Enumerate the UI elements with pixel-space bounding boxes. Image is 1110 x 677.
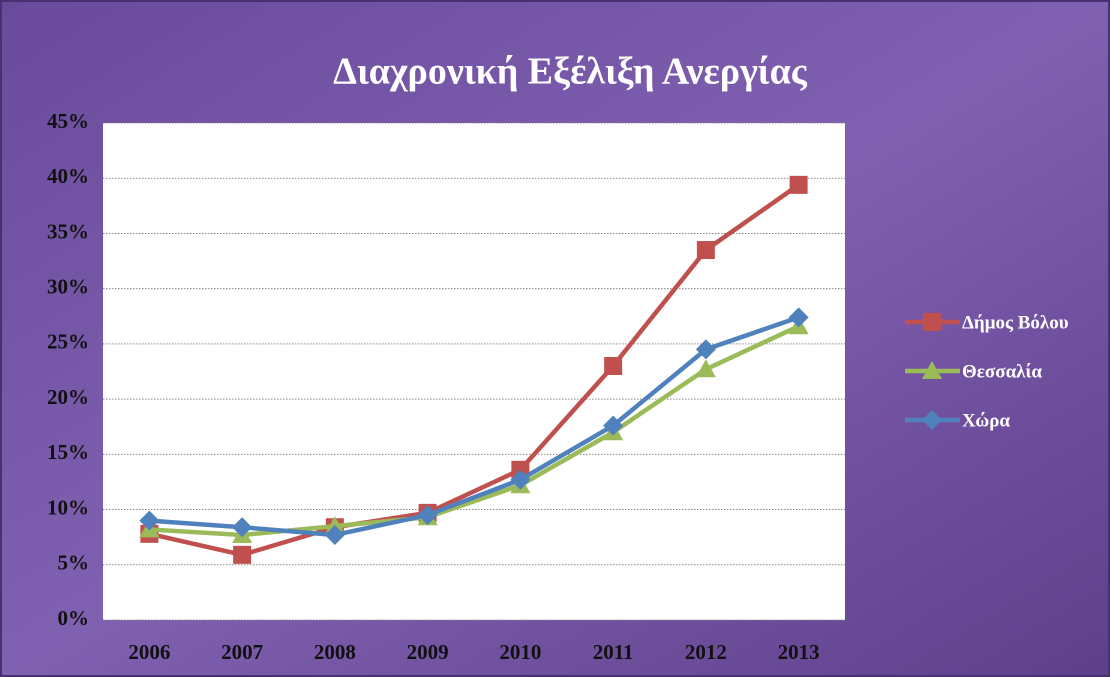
data-point	[696, 241, 715, 260]
x-tick-label: 2009	[407, 640, 449, 664]
y-tick-label: 45%	[47, 109, 89, 133]
series-line	[149, 324, 800, 538]
legend-marker	[923, 313, 941, 331]
legend-marker	[922, 361, 942, 379]
x-tick-label: 2007	[221, 640, 263, 664]
plot-area	[103, 123, 845, 620]
y-tick-label: 20%	[47, 385, 89, 409]
data-point	[417, 505, 438, 526]
x-tick-label: 2010	[499, 640, 541, 664]
x-tick-label: 2006	[128, 640, 170, 664]
y-tick-label: 10%	[47, 495, 89, 519]
y-tick-label: 30%	[47, 274, 89, 298]
legend-label: Χώρα	[962, 410, 1010, 431]
y-tick-label: 5%	[58, 551, 90, 575]
data-point	[695, 339, 716, 360]
legend-marker	[922, 410, 942, 430]
data-point	[232, 517, 253, 538]
x-tick-label: 2013	[778, 640, 820, 664]
legend-label: Δήμος Βόλου	[962, 312, 1069, 333]
data-point	[788, 307, 809, 328]
chart-title: Διαχρονική Εξέλιξη Ανεργίας	[333, 51, 808, 93]
x-tick-label: 2011	[593, 640, 634, 664]
data-point	[603, 415, 624, 436]
data-point	[139, 510, 160, 531]
x-tick-label: 2012	[685, 640, 727, 664]
data-point	[789, 175, 808, 194]
legend-label: Θεσσαλία	[962, 361, 1042, 382]
x-tick-label: 2008	[314, 640, 356, 664]
data-point	[324, 524, 345, 545]
y-tick-label: 15%	[47, 440, 89, 464]
y-tick-label: 0%	[58, 606, 90, 630]
y-tick-label: 25%	[47, 330, 89, 354]
data-point	[233, 545, 252, 564]
y-tick-label: 35%	[47, 219, 89, 243]
y-tick-label: 40%	[47, 164, 89, 188]
series-line	[149, 315, 800, 538]
data-point	[695, 359, 716, 378]
data-point	[604, 356, 623, 375]
data-point	[510, 469, 531, 490]
series-line	[148, 183, 800, 558]
